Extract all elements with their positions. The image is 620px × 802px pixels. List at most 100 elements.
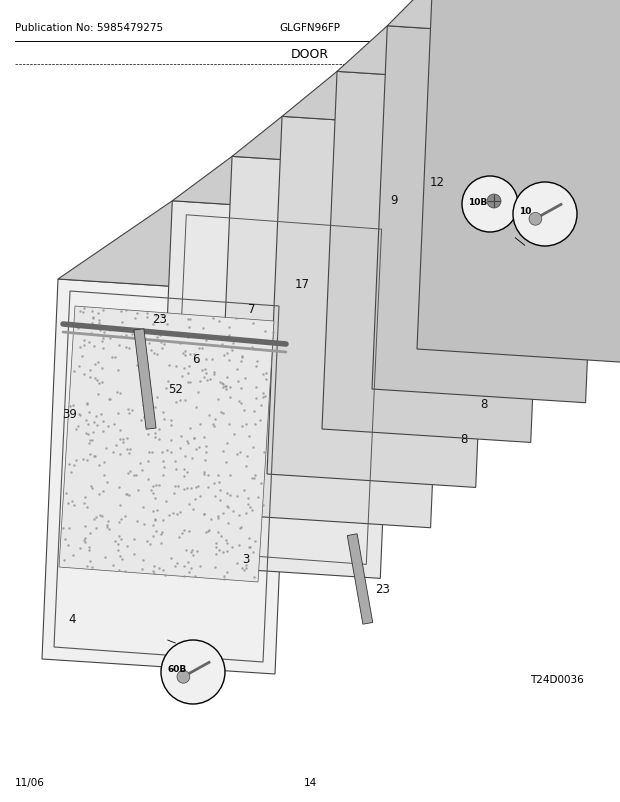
Point	[158, 456, 168, 468]
Point	[86, 327, 96, 340]
Point	[251, 382, 261, 395]
Point	[170, 463, 180, 476]
Point	[185, 423, 195, 435]
Point	[189, 432, 199, 445]
Point	[89, 513, 99, 526]
Circle shape	[529, 213, 542, 226]
Point	[221, 456, 231, 469]
Point	[92, 419, 102, 431]
Text: 7: 7	[248, 303, 255, 316]
Point	[63, 539, 73, 552]
Point	[162, 318, 172, 331]
Point	[129, 469, 139, 482]
Point	[74, 408, 84, 421]
Point	[226, 341, 236, 354]
Point	[175, 337, 185, 350]
Point	[224, 488, 234, 501]
Point	[94, 314, 104, 326]
Point	[91, 512, 101, 525]
Point	[221, 534, 231, 547]
Point	[252, 492, 262, 504]
Point	[162, 444, 172, 457]
Point	[200, 455, 210, 468]
Point	[132, 515, 142, 528]
Circle shape	[462, 176, 518, 233]
Point	[182, 482, 192, 495]
Point	[136, 414, 146, 427]
Point	[175, 506, 185, 519]
Point	[92, 374, 102, 387]
Point	[140, 411, 149, 423]
Point	[122, 330, 131, 342]
Point	[118, 436, 128, 449]
Point	[82, 397, 92, 410]
Point	[241, 559, 250, 572]
Point	[150, 401, 160, 414]
Point	[245, 500, 255, 513]
Point	[82, 454, 92, 467]
Point	[112, 387, 122, 399]
Point	[225, 381, 235, 394]
Point	[232, 363, 242, 375]
Point	[144, 337, 154, 350]
Point	[87, 561, 97, 573]
Point	[181, 544, 191, 557]
Point	[191, 481, 201, 494]
Point	[208, 418, 218, 431]
Point	[213, 509, 223, 522]
Point	[156, 528, 166, 541]
Point	[138, 554, 148, 567]
Point	[236, 383, 246, 395]
Point	[89, 416, 99, 429]
Point	[133, 484, 143, 496]
Point	[242, 450, 252, 463]
Point	[151, 431, 161, 444]
Point	[241, 507, 251, 520]
Point	[159, 338, 169, 350]
Point	[235, 521, 245, 534]
Text: 12: 12	[430, 176, 445, 189]
Point	[138, 501, 148, 514]
Point	[154, 479, 164, 492]
Text: 52: 52	[168, 383, 183, 396]
Point	[69, 499, 79, 512]
Point	[166, 552, 175, 565]
Point	[79, 334, 89, 346]
Point	[159, 461, 169, 474]
Point	[102, 521, 112, 534]
Point	[156, 537, 166, 550]
Point	[97, 375, 107, 388]
Point	[237, 420, 247, 433]
Point	[208, 312, 218, 325]
Point	[154, 423, 164, 436]
Point	[177, 371, 187, 383]
Point	[222, 346, 232, 359]
Point	[216, 530, 226, 543]
Text: 14: 14	[303, 777, 317, 787]
Point	[71, 454, 81, 467]
Point	[203, 481, 213, 494]
Point	[200, 363, 210, 375]
Point	[89, 340, 99, 353]
Point	[143, 473, 153, 486]
Point	[140, 408, 150, 421]
Point	[94, 318, 104, 330]
Point	[224, 354, 234, 367]
Point	[73, 322, 83, 335]
Point	[239, 404, 249, 417]
Point	[249, 404, 259, 417]
Point	[113, 538, 123, 551]
Point	[125, 464, 135, 477]
Point	[222, 437, 232, 450]
Point	[252, 392, 262, 405]
Point	[123, 342, 133, 355]
Point	[215, 376, 224, 389]
Polygon shape	[157, 201, 396, 579]
Point	[142, 386, 152, 399]
Point	[201, 525, 211, 538]
Point	[224, 329, 234, 342]
Point	[157, 526, 167, 539]
Point	[84, 406, 94, 419]
Point	[241, 460, 250, 472]
Point	[82, 560, 92, 573]
